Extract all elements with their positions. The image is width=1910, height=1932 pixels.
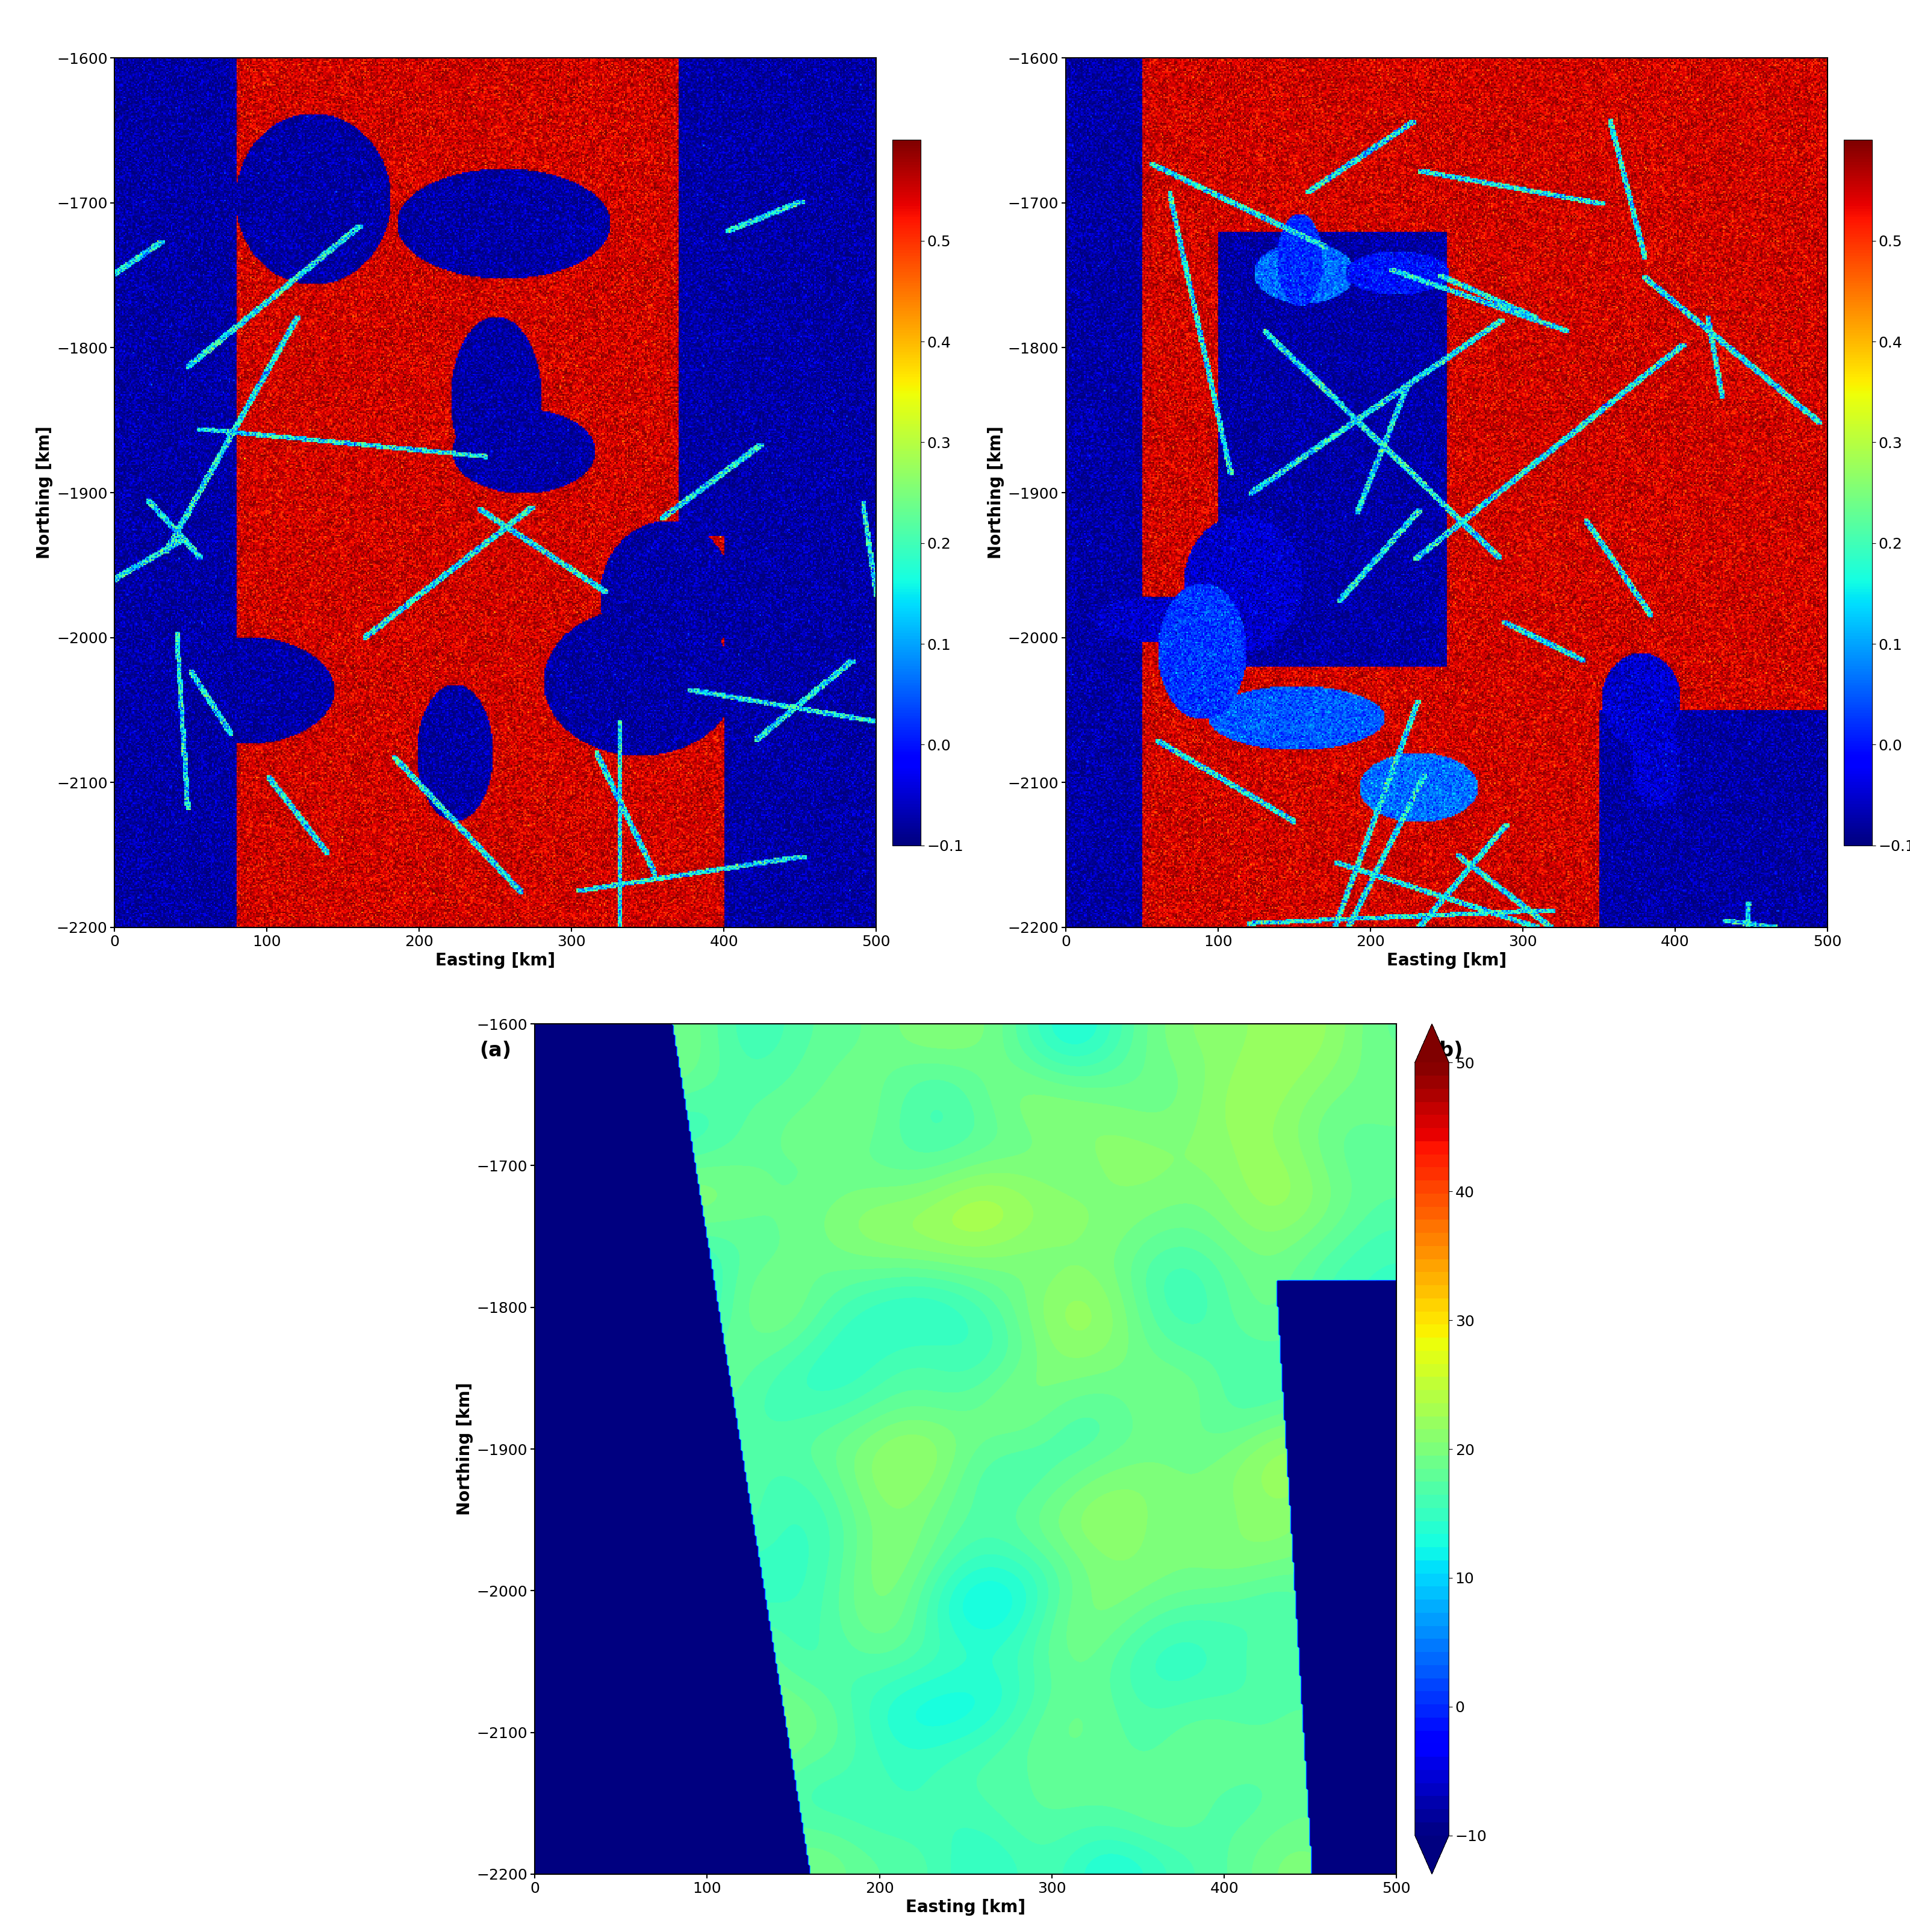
Y-axis label: Northing [km]: Northing [km] [36, 427, 53, 558]
Y-axis label: Northing [km]: Northing [km] [987, 427, 1005, 558]
Text: (a): (a) [479, 1039, 512, 1061]
PathPatch shape [1415, 1835, 1450, 1874]
PathPatch shape [1415, 1024, 1450, 1063]
X-axis label: Easting [km]: Easting [km] [1387, 952, 1507, 970]
X-axis label: Easting [km]: Easting [km] [905, 1899, 1026, 1917]
X-axis label: Easting [km]: Easting [km] [435, 952, 556, 970]
Text: (b): (b) [1431, 1039, 1463, 1061]
Y-axis label: Northing [km]: Northing [km] [456, 1383, 474, 1515]
